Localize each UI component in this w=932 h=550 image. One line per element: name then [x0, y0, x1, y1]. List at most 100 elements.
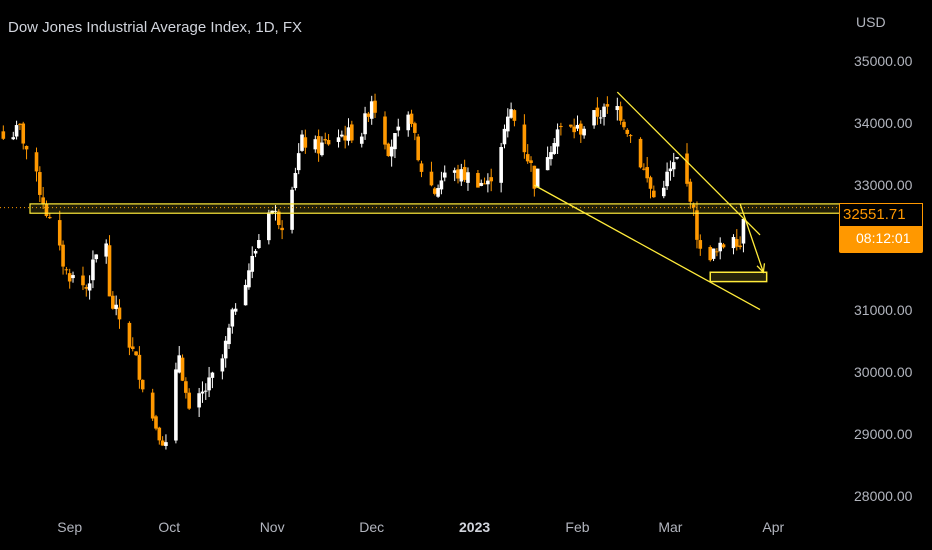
- x-tick-label: Apr: [762, 519, 785, 535]
- candle-body: [64, 269, 69, 271]
- candle-body: [695, 210, 699, 240]
- candle-body: [618, 106, 623, 121]
- candle-body: [150, 392, 155, 419]
- candle-body: [326, 140, 331, 145]
- candle-body: [413, 123, 417, 133]
- candle-body: [71, 275, 75, 279]
- candle-body: [555, 129, 560, 147]
- candle-body: [698, 240, 703, 249]
- candle-body: [336, 137, 341, 142]
- candle-body: [738, 245, 742, 248]
- candle-body: [406, 114, 411, 131]
- candle-body: [734, 239, 739, 247]
- candle-body: [489, 177, 493, 182]
- x-tick-label: Nov: [259, 519, 285, 535]
- candle-body: [652, 190, 656, 198]
- candle-body: [622, 121, 626, 128]
- candle-body: [688, 181, 693, 202]
- candle-body: [276, 211, 281, 226]
- candle-body: [456, 169, 460, 179]
- candle-body: [300, 134, 304, 151]
- candle-body: [174, 369, 178, 441]
- candle-body: [685, 153, 689, 184]
- candle-body: [350, 124, 354, 141]
- y-tick-label: 33000.00: [854, 177, 913, 194]
- candle-body: [462, 167, 467, 180]
- candle-body: [459, 169, 464, 182]
- candle-body: [439, 180, 444, 190]
- candle-body: [502, 128, 507, 145]
- candle-body: [741, 218, 746, 244]
- candle-body: [34, 152, 39, 172]
- x-tick-label: Mar: [658, 519, 683, 535]
- candle-body: [383, 116, 387, 145]
- y-tick-label: 29000.00: [854, 425, 913, 442]
- candle-body: [416, 136, 420, 161]
- candle-body: [253, 250, 258, 254]
- candle-body: [419, 163, 424, 172]
- candle-body: [247, 270, 251, 288]
- candle-body: [230, 309, 235, 327]
- candle-body: [84, 287, 89, 289]
- candle-body: [91, 259, 95, 281]
- candle-body: [207, 377, 211, 391]
- candle-body: [280, 227, 284, 231]
- candle-body: [47, 217, 52, 219]
- candle-body: [111, 295, 115, 309]
- chart-title: Dow Jones Industrial Average Index, 1D, …: [8, 19, 303, 36]
- candle-body: [140, 379, 145, 390]
- target-box: [709, 271, 768, 283]
- candle-body: [1, 131, 6, 139]
- candle-body: [157, 427, 162, 441]
- candle-body: [512, 110, 517, 121]
- candle-body: [187, 392, 191, 409]
- candle-body: [552, 143, 557, 154]
- lower-trendline: [534, 184, 761, 311]
- candle-body: [316, 136, 321, 154]
- candle-body: [645, 167, 649, 179]
- candle-body: [602, 106, 606, 117]
- candle-body: [532, 165, 537, 189]
- candle-body: [227, 327, 231, 345]
- candle-body: [223, 340, 228, 359]
- candle-body: [675, 157, 679, 159]
- candle-body: [366, 113, 371, 117]
- candle-body: [529, 160, 533, 164]
- candle-body: [499, 147, 503, 183]
- candle-body: [625, 129, 630, 134]
- candle-body: [24, 145, 29, 150]
- candle-body: [525, 154, 530, 162]
- candle-body: [210, 372, 215, 378]
- candle-body: [579, 123, 583, 135]
- candle-body: [442, 172, 447, 178]
- candle-body: [545, 157, 550, 171]
- candle-body: [114, 304, 118, 310]
- y-tick-label: 31000.00: [854, 301, 913, 318]
- candle-body: [41, 197, 45, 205]
- x-tick-label: Sep: [57, 519, 83, 535]
- candle-body: [81, 275, 85, 286]
- candle-body: [452, 170, 457, 173]
- candle-body: [303, 137, 308, 148]
- candle-body: [184, 381, 188, 393]
- candle-body: [661, 187, 666, 197]
- last-price: 32551.71: [843, 206, 906, 223]
- candle-body: [343, 135, 347, 141]
- y-tick-label: 35000.00: [854, 52, 913, 69]
- candle-body: [628, 135, 633, 137]
- candle-body: [346, 127, 351, 141]
- candle-body: [313, 139, 318, 150]
- candle-body: [290, 189, 294, 230]
- candle-body: [396, 126, 401, 131]
- candle-body: [369, 101, 374, 119]
- x-tick-label: Dec: [359, 519, 385, 535]
- candle-body: [267, 212, 271, 241]
- x-tick-label: 2023: [459, 519, 491, 535]
- candle-body: [476, 173, 480, 188]
- candle-body: [363, 113, 367, 135]
- candle-body: [605, 104, 610, 107]
- candle-body: [668, 168, 673, 172]
- candle-body: [273, 210, 278, 212]
- candle-body: [320, 142, 324, 156]
